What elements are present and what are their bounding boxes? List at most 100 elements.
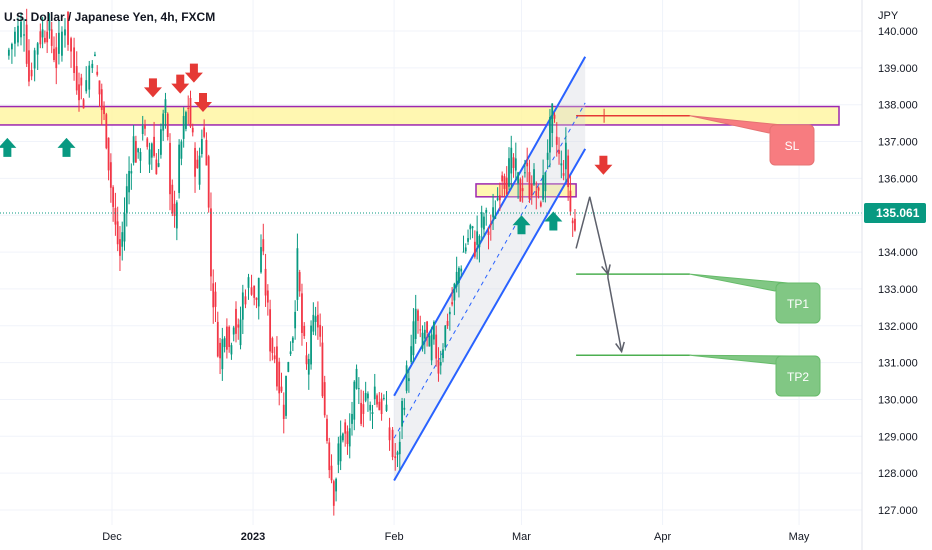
candle-body	[105, 114, 108, 149]
candle-body	[351, 413, 353, 424]
candle-body	[287, 362, 290, 372]
candle-body	[98, 80, 101, 95]
candle-body	[232, 327, 235, 335]
candle-body	[228, 326, 231, 347]
candle-body	[75, 66, 78, 91]
candle-body	[530, 184, 533, 196]
candle-body	[187, 107, 190, 109]
candle-body	[171, 184, 174, 214]
last-price-tag-bg	[864, 202, 926, 223]
candle-body	[205, 139, 208, 166]
candle-body	[489, 224, 492, 226]
currency-label: JPY	[878, 10, 899, 22]
zones	[0, 105, 840, 198]
candle-body	[319, 324, 322, 337]
up-arrow-shape	[0, 137, 17, 157]
candle-body	[137, 148, 140, 153]
candle-body	[539, 202, 542, 207]
up-arrow-icon	[0, 137, 17, 157]
candle-body	[487, 231, 490, 236]
candle-body	[80, 77, 83, 86]
candle-body	[46, 31, 49, 43]
candle-body	[30, 69, 33, 77]
candle-body	[514, 158, 517, 171]
candle-body	[291, 337, 294, 343]
projection-arrowhead	[601, 264, 611, 276]
candle-body	[437, 359, 440, 374]
candle-body	[178, 144, 181, 193]
candle-body	[442, 349, 444, 359]
candle-body	[25, 24, 28, 64]
grid	[0, 0, 862, 525]
candle-body	[114, 207, 117, 225]
candle-body	[103, 105, 105, 115]
sl-callout-text: SL	[785, 139, 800, 153]
candle-body	[88, 65, 91, 90]
candle-body	[537, 187, 540, 191]
down-arrow-shape	[184, 63, 203, 83]
y-tick-label: 128.000	[878, 468, 918, 480]
candle-body	[562, 173, 565, 176]
candle-body	[371, 412, 374, 415]
candle-body	[23, 34, 25, 36]
candle-body	[551, 103, 554, 134]
candle-body	[335, 478, 337, 492]
candle-body	[412, 321, 415, 356]
candle-body	[471, 226, 474, 229]
candle-body	[239, 319, 242, 346]
x-tick-label: Feb	[385, 531, 404, 543]
tp1-callout-text: TP1	[787, 297, 809, 311]
candle-body	[185, 112, 187, 129]
y-tick-label: 130.000	[878, 394, 918, 406]
candle-body	[337, 443, 340, 465]
candle-body	[200, 139, 203, 155]
y-tick-label: 138.000	[878, 100, 918, 112]
candle-body	[326, 418, 328, 441]
candle-body	[194, 147, 196, 177]
channel-fill	[394, 56, 586, 481]
candle-body	[480, 212, 483, 228]
candle-body	[560, 163, 563, 166]
candle-body	[182, 115, 185, 139]
candle-body	[160, 129, 162, 155]
candle-body	[250, 287, 253, 295]
candle-body	[94, 54, 96, 57]
up-arrow-shape	[57, 137, 76, 157]
candle-body	[549, 116, 551, 153]
candle-body	[571, 220, 574, 224]
candle-body	[519, 179, 522, 202]
candle-body	[473, 241, 476, 257]
candle-body	[203, 127, 206, 137]
candle-body	[328, 442, 331, 471]
candle-body	[401, 400, 403, 427]
candle-body	[198, 155, 201, 185]
signal-arrows	[0, 63, 613, 235]
candle-body	[50, 29, 53, 46]
candle-body	[439, 362, 442, 366]
candle-body	[121, 232, 124, 247]
candle-body	[433, 321, 435, 340]
candle-body	[373, 386, 376, 400]
candle-body	[469, 225, 472, 230]
sl-callout-box	[769, 124, 815, 166]
candle-body	[385, 404, 388, 411]
candle-body	[116, 221, 119, 245]
candle-body	[253, 285, 256, 298]
candle-body	[73, 47, 75, 73]
candle-body	[426, 321, 428, 333]
up-arrow-icon	[57, 137, 76, 157]
candle-body	[574, 218, 576, 231]
candle-body	[494, 216, 497, 219]
callouts: SL TP1 TP2	[689, 115, 821, 397]
candle-body	[310, 325, 312, 365]
candle-body	[278, 361, 281, 394]
candle-body	[448, 311, 451, 315]
candle-body	[180, 141, 183, 159]
candle-body	[285, 375, 287, 416]
candle-body	[7, 49, 10, 56]
candle-body	[134, 141, 137, 163]
candle-body	[382, 397, 385, 399]
candle-body	[230, 345, 233, 355]
candle-body	[264, 268, 267, 296]
